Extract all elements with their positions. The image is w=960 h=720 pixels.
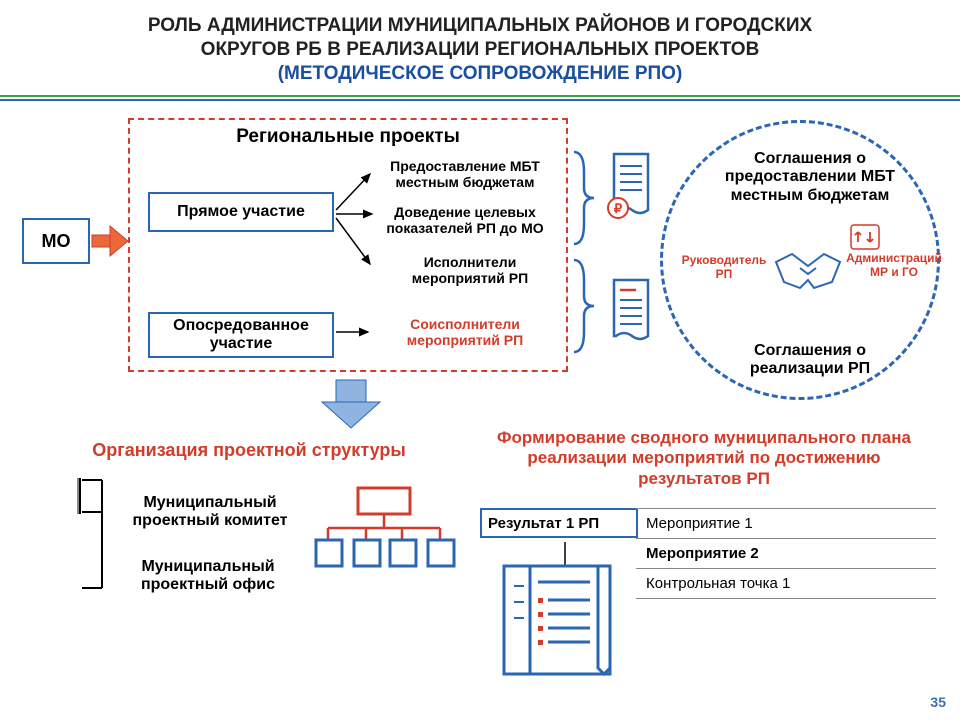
- mo-box: МО: [22, 218, 90, 264]
- rp-item-4: Соисполнители мероприятий РП: [370, 316, 560, 348]
- swap-icon: [850, 224, 880, 250]
- brace-bottom: [570, 256, 600, 356]
- title-line2: ОКРУГОВ РБ В РЕАЛИЗАЦИИ РЕГИОНАЛЬНЫХ ПРО…: [30, 38, 930, 62]
- svg-text:₽: ₽: [614, 201, 623, 216]
- document-icon-bottom: [608, 278, 658, 346]
- admin-mr-go-label: Администраций МР и ГО: [844, 252, 944, 280]
- municipal-office-label: Муниципальный проектный офис: [108, 558, 308, 595]
- municipal-committee-label: Муниципальный проектный комитет: [120, 494, 300, 531]
- page-number: 35: [930, 694, 946, 710]
- indirect-participation-box: Опосредованное участие: [148, 312, 334, 358]
- rp-item-2: Доведение целевых показателей РП до МО: [370, 204, 560, 236]
- rp-item-1: Предоставление МБТ местным бюджетам: [370, 158, 560, 190]
- regional-projects-title: Региональные проекты: [130, 120, 566, 148]
- document-icon-top: ₽: [608, 152, 658, 220]
- mo-label: МО: [42, 231, 71, 252]
- down-arrow: [316, 378, 386, 432]
- slide-title: РОЛЬ АДМИНИСТРАЦИИ МУНИЦИПАЛЬНЫХ РАЙОНОВ…: [0, 0, 960, 91]
- formation-title: Формирование сводного муниципального пла…: [474, 428, 934, 489]
- arrow-mo-to-projects: [90, 222, 130, 262]
- notebook-icon: [494, 558, 620, 684]
- activities-table: Мероприятие 1 Мероприятие 2 Контрольная …: [636, 508, 936, 599]
- org-chart-icon: [314, 484, 454, 594]
- title-line1: РОЛЬ АДМИНИСТРАЦИИ МУНИЦИПАЛЬНЫХ РАЙОНОВ…: [30, 14, 930, 38]
- rp-item-3: Исполнители мероприятий РП: [390, 254, 550, 286]
- direct-participation-box: Прямое участие: [148, 192, 334, 232]
- result-box: Результат 1 РП: [480, 508, 638, 538]
- brace-top: [570, 148, 600, 248]
- leader-rp-label: Руководитель РП: [676, 254, 772, 282]
- agreement-rp-text: Соглашения о реализации РП: [720, 342, 900, 379]
- org-structure-title: Организация проектной структуры: [64, 440, 434, 461]
- result-label: Результат 1 РП: [488, 515, 599, 532]
- indirect-participation-label: Опосредованное участие: [150, 317, 332, 352]
- activity-row-2: Мероприятие 2: [636, 539, 936, 569]
- title-sub: (МЕТОДИЧЕСКОЕ СОПРОВОЖДЕНИЕ РПО): [30, 62, 930, 86]
- agreement-mbt-text: Соглашения о предоставлении МБТ местным …: [700, 150, 920, 205]
- handshake-icon: [770, 244, 846, 296]
- activity-row-1: Мероприятие 1: [636, 509, 936, 539]
- direct-participation-label: Прямое участие: [177, 203, 305, 221]
- divider-band: [0, 95, 960, 101]
- control-point-row: Контрольная точка 1: [636, 569, 936, 599]
